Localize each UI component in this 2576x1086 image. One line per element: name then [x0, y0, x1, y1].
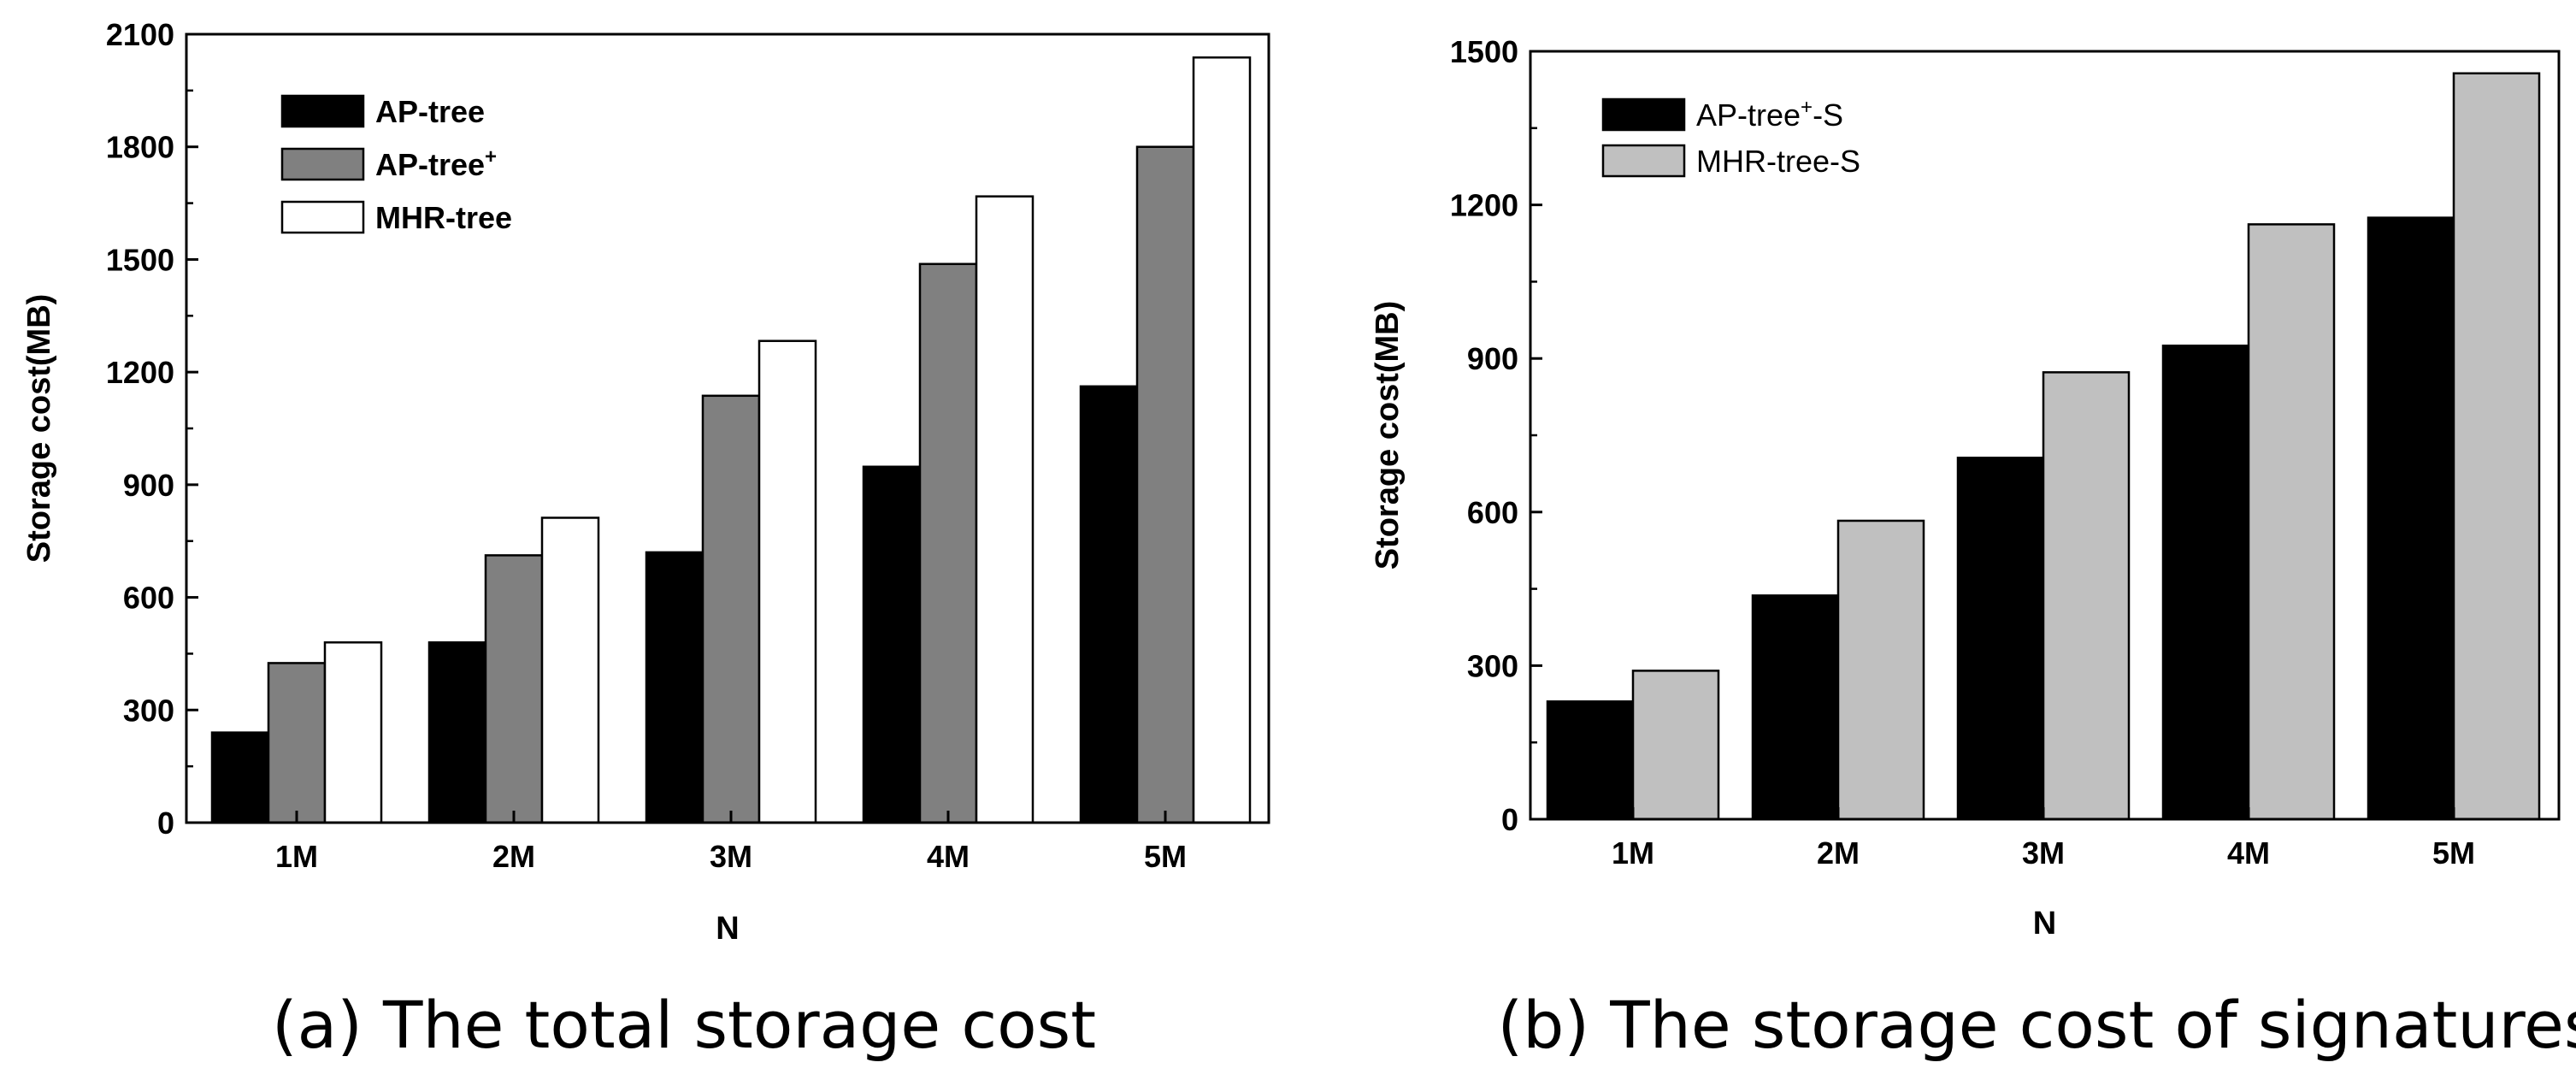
bars-b: [1546, 72, 2541, 821]
legend-swatch-a-s0: [280, 94, 365, 128]
legend-swatch-a-s2: [280, 200, 365, 234]
x-axis-label-a: N: [716, 911, 739, 947]
axis-ticks-a: 0 300 600 900 1200 1500 1800 2100 1M 2M 3M 4M 5M: [106, 17, 1187, 874]
y-tick-label-b: 900: [1467, 341, 1518, 376]
y-tick-label-a: 0: [157, 806, 174, 841]
caption-a: (a) The total storage cost: [272, 987, 1096, 1063]
x-tick-label-b-5M: 5M: [2432, 835, 2475, 871]
bar-a-2M-s1: [484, 554, 544, 824]
legend-label-b-s0: AP-tree+-S: [1696, 96, 1843, 133]
y-tick-label-a: 1200: [106, 355, 174, 390]
legend-swatch-b-s0: [1601, 97, 1686, 132]
legend-b: AP-tree+-S MHR-tree-S: [1601, 96, 1860, 179]
y-tick-label-a: 900: [123, 468, 174, 503]
axis-ticks-b: 0 300 600 900 1200 1500 1M 2M 3M 4M 5M: [1450, 34, 2475, 871]
y-axis-label-a: Storage cost(MB): [21, 294, 57, 564]
bar-a-1M-s2: [323, 641, 383, 824]
y-tick-label-a: 600: [123, 581, 174, 616]
bar-a-4M-s0: [862, 465, 922, 824]
bar-b-5M-s1: [2452, 72, 2541, 821]
bar-b-3M-s0: [1956, 457, 2045, 821]
legend-label-a-s1: AP-tree+: [375, 145, 497, 182]
legend-label-b-s1: MHR-tree-S: [1696, 144, 1860, 179]
bar-a-3M-s0: [645, 551, 704, 824]
bars-a: [210, 56, 1252, 824]
bar-a-2M-s0: [427, 641, 487, 824]
y-tick-label-a: 300: [123, 693, 174, 728]
bar-a-5M-s0: [1079, 385, 1139, 824]
y-tick-label-a: 1800: [106, 130, 174, 165]
y-tick-label-b: 1500: [1450, 34, 1518, 69]
bar-b-4M-s0: [2161, 344, 2250, 821]
legend-swatch-b-s1: [1601, 144, 1686, 178]
bar-b-2M-s0: [1751, 594, 1840, 821]
bar-b-1M-s1: [1631, 670, 1720, 821]
bar-a-4M-s1: [918, 263, 978, 824]
chart-panel-a: 0 300 600 900 1200 1500 1800 2100 1M 2M 3M 4M 5M Sto…: [21, 17, 1270, 1063]
bar-b-4M-s1: [2247, 223, 2336, 821]
legend-a: AP-tree AP-tree+ MHR-tree: [280, 94, 512, 235]
bar-a-4M-s2: [975, 195, 1035, 824]
bar-a-3M-s2: [757, 339, 817, 824]
y-axis-label-b: Storage cost(MB): [1370, 301, 1406, 570]
x-axis-label-b: N: [2033, 906, 2056, 941]
legend-label-a-s0: AP-tree: [375, 94, 485, 129]
x-tick-label-a-5M: 5M: [1144, 839, 1187, 874]
bar-b-3M-s1: [2042, 371, 2131, 821]
y-tick-label-b: 0: [1501, 802, 1518, 837]
bar-a-3M-s1: [701, 394, 761, 824]
bar-a-5M-s1: [1135, 145, 1195, 824]
x-tick-label-b-2M: 2M: [1817, 835, 1860, 871]
bar-b-1M-s0: [1546, 700, 1635, 821]
x-tick-label-a-1M: 1M: [275, 839, 318, 874]
y-tick-label-a: 1500: [106, 242, 174, 277]
x-tick-label-a-3M: 3M: [710, 839, 752, 874]
y-tick-label-b: 1200: [1450, 188, 1518, 223]
x-tick-label-a-4M: 4M: [927, 839, 970, 874]
x-tick-label-a-2M: 2M: [492, 839, 535, 874]
bar-a-5M-s2: [1192, 56, 1252, 824]
x-tick-label-b-4M: 4M: [2227, 835, 2270, 871]
bar-a-1M-s1: [267, 662, 327, 824]
x-tick-label-b-1M: 1M: [1612, 835, 1654, 871]
y-tick-label-b: 300: [1467, 648, 1518, 683]
bar-b-5M-s0: [2367, 216, 2455, 821]
legend-label-a-s2: MHR-tree: [375, 200, 512, 235]
legend-swatch-a-s1: [280, 147, 365, 181]
bar-a-2M-s2: [540, 516, 600, 824]
y-tick-label-a: 2100: [106, 17, 174, 52]
y-tick-label-b: 600: [1467, 495, 1518, 530]
bar-a-1M-s0: [210, 731, 270, 824]
chart-panel-b: 0 300 600 900 1200 1500 1M 2M 3M 4M 5M Storage cos…: [1370, 34, 2576, 1063]
caption-b: (b) The storage cost of signatures: [1498, 987, 2576, 1063]
x-tick-label-b-3M: 3M: [2022, 835, 2065, 871]
bar-b-2M-s1: [1836, 519, 1925, 821]
